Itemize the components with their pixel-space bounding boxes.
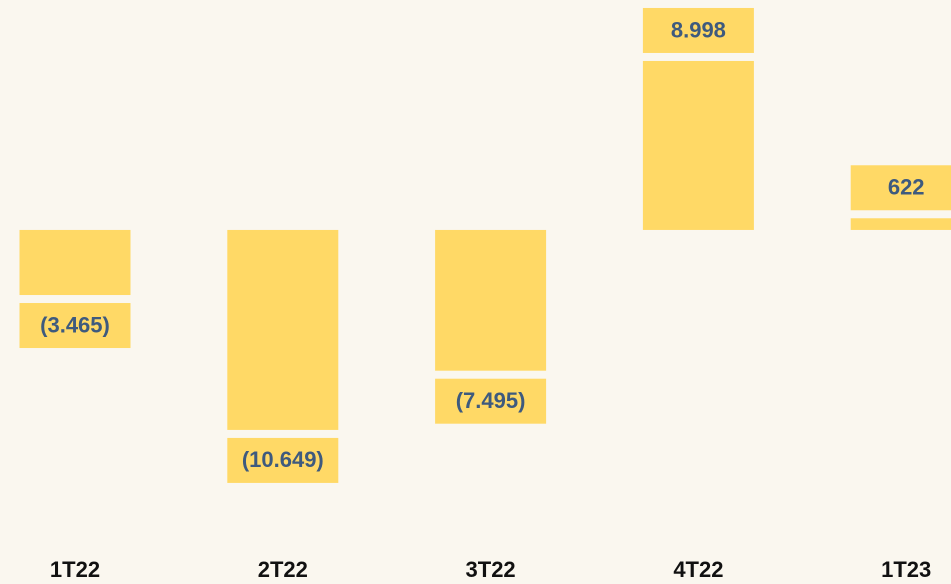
value-label: (10.649) xyxy=(242,447,324,472)
value-label-box xyxy=(227,437,339,483)
bar xyxy=(435,229,547,371)
value-label: (7.495) xyxy=(456,388,526,413)
x-tick-label: 4T22 xyxy=(673,557,723,582)
value-label-box xyxy=(642,7,754,53)
value-label-box xyxy=(435,378,547,424)
value-label: 622 xyxy=(888,175,925,200)
x-tick-label: 1T23 xyxy=(881,557,931,582)
x-tick-label: 2T22 xyxy=(258,557,308,582)
value-label: (3.465) xyxy=(40,312,110,337)
bar xyxy=(227,229,339,430)
x-tick-label: 1T22 xyxy=(50,557,100,582)
bar xyxy=(850,218,951,230)
x-tick-label: 3T22 xyxy=(466,557,516,582)
value-label: 8.998 xyxy=(671,17,726,42)
bar xyxy=(642,60,754,230)
value-label-box xyxy=(850,165,951,211)
bar xyxy=(19,229,131,296)
value-label-box xyxy=(19,303,131,349)
